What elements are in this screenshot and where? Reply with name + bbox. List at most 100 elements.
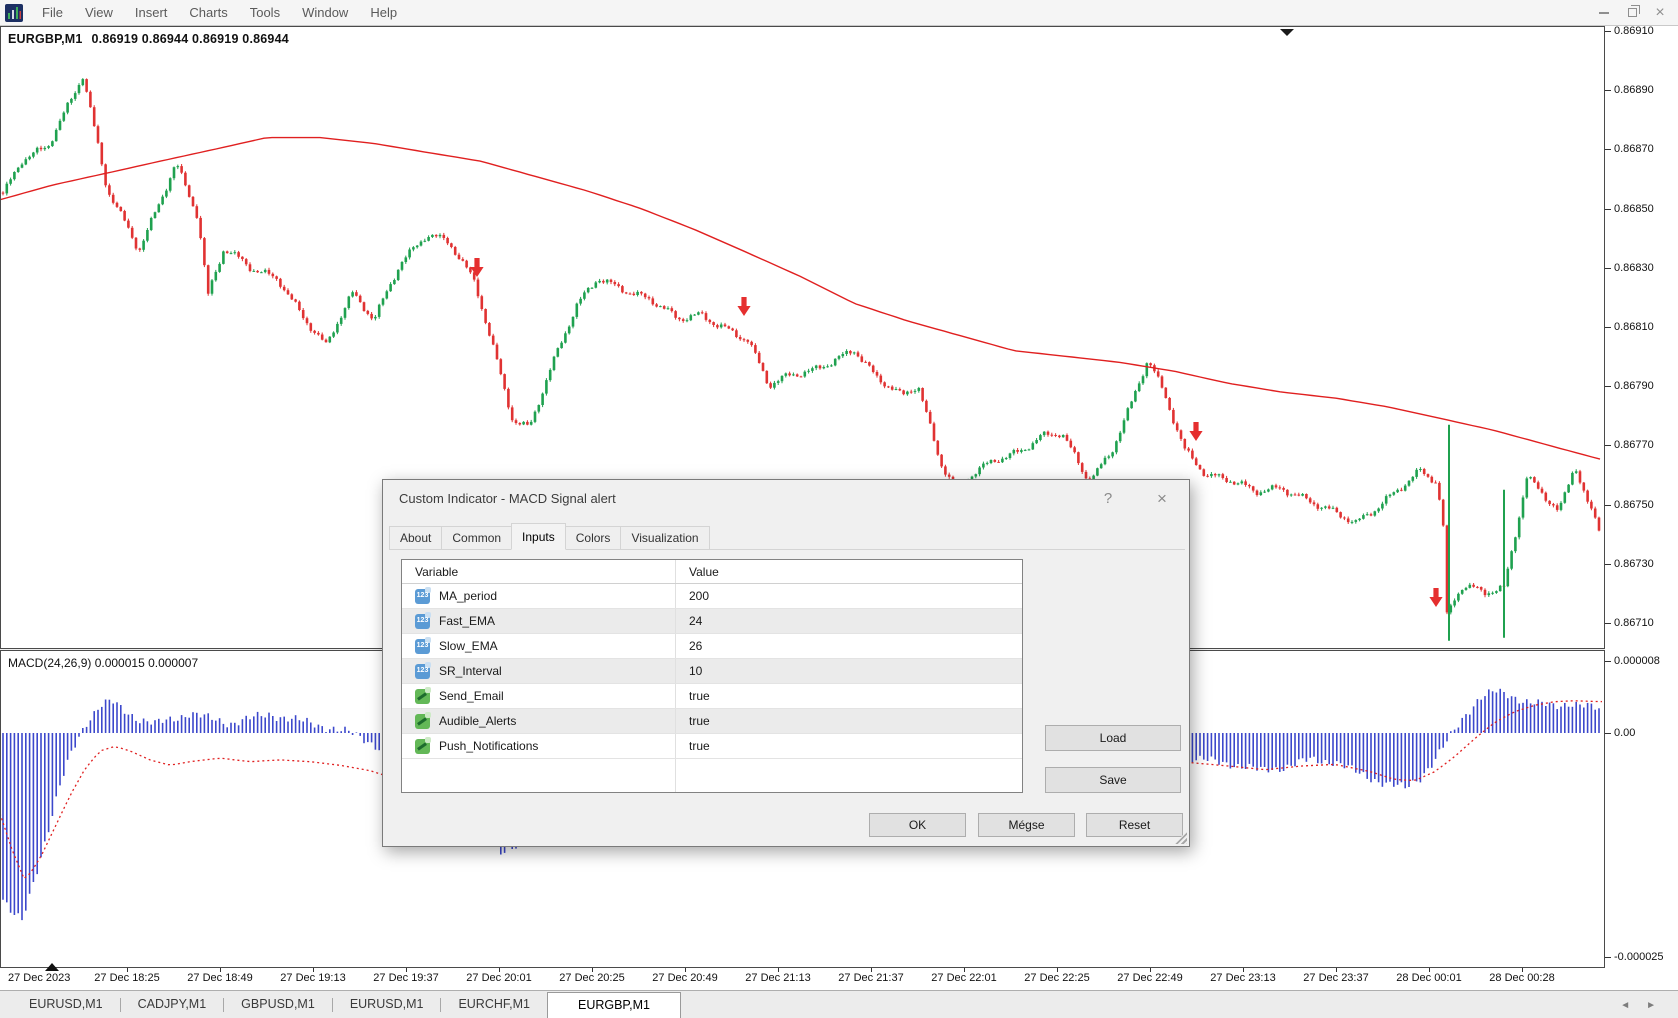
candle-body	[313, 330, 316, 333]
candle-body	[35, 147, 39, 153]
candle-body	[1206, 475, 1209, 477]
candle-body	[1149, 363, 1152, 366]
param-row-ma-period[interactable]: MA_period 200	[402, 584, 1022, 609]
candle-body	[157, 204, 161, 213]
tab-visualization[interactable]: Visualization	[620, 526, 710, 549]
candle-body	[1229, 481, 1232, 483]
candle-body	[780, 375, 784, 382]
ok-button[interactable]: OK	[869, 813, 966, 837]
param-value[interactable]: true	[675, 709, 1022, 733]
time-tick	[964, 968, 965, 972]
candle-body	[13, 172, 16, 180]
candle-body	[1004, 458, 1008, 459]
param-row-slow-ema[interactable]: Slow_EMA 26	[402, 634, 1022, 659]
numeric-param-icon	[415, 586, 431, 604]
axis-tick-label: 0.000008	[1614, 655, 1660, 667]
axis-tick-label: 0.86910	[1614, 25, 1654, 37]
candle-body	[993, 460, 997, 462]
candle-body	[438, 234, 442, 237]
dialog-help-button[interactable]: ?	[1103, 490, 1113, 507]
menu-insert[interactable]: Insert	[134, 5, 168, 20]
dialog-titlebar[interactable]: Custom Indicator - MACD Signal alert ? ×	[383, 480, 1189, 518]
load-button[interactable]: Load	[1045, 725, 1181, 751]
candle-body	[928, 411, 932, 424]
candle-body	[1498, 585, 1502, 592]
tab-colors[interactable]: Colors	[564, 526, 622, 549]
candle-body	[811, 368, 814, 371]
param-value[interactable]: 10	[675, 659, 1022, 683]
param-row-push-notifications[interactable]: Push_Notifications true	[402, 734, 1022, 759]
chart-tab-eurchf[interactable]: EURCHF,M1	[458, 997, 530, 1011]
param-row-send-email[interactable]: Send_Email true	[402, 684, 1022, 709]
scroll-left-icon[interactable]: ◄	[1620, 999, 1631, 1011]
param-row-fast-ema[interactable]: Fast_EMA 24	[402, 609, 1022, 634]
cancel-button[interactable]: Mégse	[978, 813, 1075, 837]
candlestick-canvas[interactable]	[1, 27, 1604, 648]
candle-body	[784, 373, 788, 376]
param-row-audible-alerts[interactable]: Audible_Alerts true	[402, 709, 1022, 734]
chart-tab-eurusd-1[interactable]: EURUSD,M1	[29, 997, 103, 1011]
chart-tab-gbpusd[interactable]: GBPUSD,M1	[241, 997, 315, 1011]
candle-body	[298, 301, 301, 310]
dialog-close-button[interactable]: ×	[1157, 489, 1167, 508]
reset-button[interactable]: Reset	[1086, 813, 1183, 837]
close-button[interactable]: ×	[1646, 2, 1674, 24]
tab-common[interactable]: Common	[441, 526, 513, 549]
axis-tick-label: 0.86830	[1614, 261, 1654, 274]
candle-body	[594, 282, 598, 288]
candle-body	[643, 293, 647, 298]
candle-body	[282, 286, 286, 291]
candle-body	[476, 279, 480, 297]
time-tick	[1336, 968, 1337, 972]
candle-body	[305, 318, 309, 324]
candle-body	[1327, 506, 1331, 509]
menu-charts[interactable]: Charts	[189, 5, 228, 20]
candle-body	[890, 386, 894, 390]
candle-body	[1574, 471, 1578, 473]
candle-body	[1054, 435, 1057, 436]
time-axis[interactable]: 27 Dec 2023 27 Dec 18:25 27 Dec 18:49 27 De…	[0, 968, 1678, 990]
candle-body	[621, 286, 624, 293]
param-value[interactable]: 200	[675, 584, 1022, 608]
candle-body	[480, 296, 484, 309]
menu-file[interactable]: File	[42, 5, 63, 20]
candle-body	[1118, 432, 1122, 442]
minimize-button[interactable]	[1590, 2, 1618, 24]
candle-body	[252, 270, 256, 272]
param-value[interactable]: 26	[675, 634, 1022, 658]
candle-body	[381, 298, 385, 305]
menu-window[interactable]: Window	[302, 5, 349, 20]
param-value[interactable]: 24	[675, 609, 1022, 633]
sell-arrow-icon	[470, 258, 484, 277]
save-button[interactable]: Save	[1045, 767, 1181, 793]
tab-about[interactable]: About	[389, 526, 443, 549]
param-value[interactable]: true	[675, 734, 1022, 758]
tab-inputs[interactable]: Inputs	[511, 523, 566, 550]
restore-button[interactable]	[1618, 2, 1646, 24]
candle-body	[662, 306, 666, 309]
chart-tab-cadjpy[interactable]: CADJPY,M1	[137, 997, 207, 1011]
param-row-sr-interval[interactable]: SR_Interval 10	[402, 659, 1022, 684]
chart-tab-eurusd-2[interactable]: EURUSD,M1	[349, 997, 424, 1011]
candle-body	[1563, 492, 1567, 503]
candle-body	[1320, 507, 1323, 509]
candle-body	[697, 312, 700, 315]
bool-param-icon	[415, 686, 431, 704]
candle-body	[940, 454, 943, 467]
chart-tab-eurgbp-active[interactable]: EURGBP,M1	[546, 992, 681, 1018]
menu-view[interactable]: View	[84, 5, 113, 20]
candle-body	[16, 167, 20, 172]
candle-body	[818, 365, 822, 369]
minimize-icon	[1599, 11, 1609, 14]
menu-help[interactable]: Help	[370, 5, 398, 20]
price-axis[interactable]: 0.86910 0.86890 0.86870 0.86850 0.86830 0.868…	[1605, 25, 1678, 968]
param-value[interactable]: true	[675, 684, 1022, 708]
candle-body	[495, 344, 499, 360]
dialog-tabs: About Common Inputs Colors Visualization	[389, 522, 1185, 550]
time-tick	[592, 968, 593, 972]
candle-body	[9, 179, 12, 184]
scroll-right-icon[interactable]: ►	[1646, 999, 1656, 1011]
menu-tools[interactable]: Tools	[249, 5, 281, 20]
candle-body	[24, 159, 28, 165]
candle-body	[1137, 383, 1141, 392]
